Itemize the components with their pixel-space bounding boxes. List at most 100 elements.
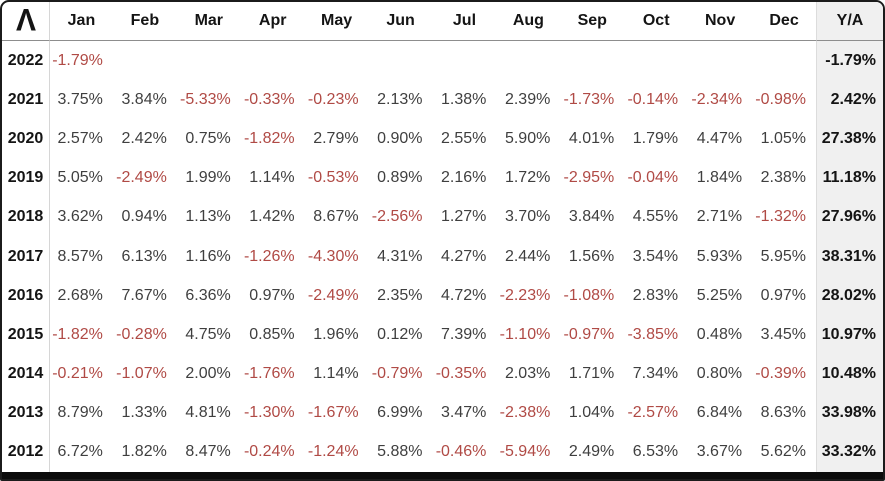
value-cell: -1.73% xyxy=(563,90,615,108)
value-cell: -0.24% xyxy=(243,443,295,461)
value-cell: 1.99% xyxy=(185,169,231,187)
column-header-dec: Dec xyxy=(752,2,816,42)
lambda-logo-icon: Λ xyxy=(15,3,36,38)
value-cell: 0.80% xyxy=(696,365,743,383)
value-cell: 2.68% xyxy=(49,276,113,316)
value-cell: -1.30% xyxy=(243,404,295,422)
ytd-total-cell: 28.02% xyxy=(816,276,883,316)
column-header-sep: Sep xyxy=(560,2,625,42)
value-cell: 5.05% xyxy=(49,158,113,198)
value-cell: 2.44% xyxy=(504,247,551,265)
column-header-ya: Y/A xyxy=(816,2,883,42)
value-cell: 8.79% xyxy=(49,393,113,433)
value-cell: 8.67% xyxy=(313,208,359,226)
value-cell: 0.75% xyxy=(185,130,231,148)
bottom-divider-bar xyxy=(2,472,883,479)
column-header-apr: Apr xyxy=(240,2,305,42)
value-cell: 2.38% xyxy=(760,169,806,187)
value-cell: 4.72% xyxy=(441,286,487,304)
value-cell xyxy=(496,41,560,80)
value-cell: 1.14% xyxy=(313,365,359,383)
ytd-total-cell: -1.79% xyxy=(816,41,883,81)
value-cell: 2.42% xyxy=(121,130,167,148)
value-cell: -1.10% xyxy=(499,325,551,343)
ytd-total-cell: 33.98% xyxy=(816,393,883,433)
value-cell: 6.13% xyxy=(121,247,167,265)
value-cell: 1.82% xyxy=(121,443,167,461)
value-cell xyxy=(113,41,177,80)
value-cell: 2.49% xyxy=(568,443,615,461)
value-cell: 2.39% xyxy=(504,90,551,108)
value-cell: -0.21% xyxy=(49,354,113,394)
value-cell: -2.23% xyxy=(499,286,551,304)
value-cell: 7.67% xyxy=(121,286,167,304)
value-cell: 5.25% xyxy=(696,286,743,304)
value-cell: 4.81% xyxy=(185,404,231,422)
value-cell: -2.57% xyxy=(627,404,679,422)
value-cell: 3.84% xyxy=(121,90,167,108)
value-cell: 0.97% xyxy=(760,286,806,304)
value-cell: 5.62% xyxy=(760,443,806,461)
value-cell: 8.63% xyxy=(760,404,806,422)
ytd-total-cell: 10.97% xyxy=(816,315,883,355)
value-cell xyxy=(241,41,305,80)
value-cell: -0.53% xyxy=(307,169,359,187)
value-cell: 1.27% xyxy=(441,208,487,226)
value-cell: 3.47% xyxy=(441,404,487,422)
value-cell: 3.84% xyxy=(568,208,615,226)
value-cell: 4.31% xyxy=(377,247,423,265)
value-cell: -5.94% xyxy=(499,443,551,461)
value-cell: 2.79% xyxy=(313,130,359,148)
year-cell: 2021 xyxy=(7,90,44,108)
value-cell xyxy=(560,41,624,80)
column-header-feb: Feb xyxy=(112,2,177,42)
value-cell: -0.79% xyxy=(371,365,423,383)
value-cell: 1.05% xyxy=(760,130,806,148)
value-cell: -2.95% xyxy=(563,169,615,187)
value-cell: 3.75% xyxy=(49,80,113,120)
value-cell: 0.94% xyxy=(121,208,167,226)
value-cell: 5.93% xyxy=(696,247,743,265)
value-cell: 6.72% xyxy=(49,432,113,472)
value-cell: -3.85% xyxy=(627,325,679,343)
ytd-total-cell: 2.42% xyxy=(816,80,883,120)
column-header-jun: Jun xyxy=(368,2,433,42)
value-cell: 2.00% xyxy=(185,365,231,383)
value-cell: -1.76% xyxy=(243,365,295,383)
value-cell: -1.67% xyxy=(307,404,359,422)
value-cell: -2.49% xyxy=(116,169,167,187)
value-cell xyxy=(177,41,241,80)
value-cell: 2.55% xyxy=(441,130,487,148)
column-header-oct: Oct xyxy=(624,2,689,42)
value-cell: 8.57% xyxy=(49,237,113,277)
value-cell: 4.27% xyxy=(441,247,487,265)
value-cell: 1.42% xyxy=(249,208,295,226)
value-cell xyxy=(369,41,433,80)
year-cell: 2018 xyxy=(7,208,44,226)
year-cell: 2017 xyxy=(7,247,44,265)
value-cell: -0.97% xyxy=(563,325,615,343)
value-cell: 1.14% xyxy=(249,169,295,187)
value-cell: 0.48% xyxy=(696,325,743,343)
value-cell: -1.82% xyxy=(243,130,295,148)
value-cell: 1.79% xyxy=(632,130,679,148)
ytd-total-cell: 10.48% xyxy=(816,354,883,394)
column-header-may: May xyxy=(304,2,369,42)
value-cell: -0.04% xyxy=(627,169,679,187)
column-header-mar: Mar xyxy=(176,2,241,42)
value-cell: -1.24% xyxy=(307,443,359,461)
column-header-jul: Jul xyxy=(432,2,497,42)
value-cell: 1.16% xyxy=(185,247,231,265)
value-cell: 2.57% xyxy=(49,119,113,159)
value-cell: 4.75% xyxy=(185,325,231,343)
value-cell: -1.79% xyxy=(49,41,113,81)
value-cell: -1.07% xyxy=(116,365,167,383)
value-cell: 6.84% xyxy=(696,404,743,422)
value-cell: 5.90% xyxy=(504,130,551,148)
year-cell: 2015 xyxy=(7,325,44,343)
value-cell: 6.99% xyxy=(377,404,423,422)
value-cell xyxy=(305,41,369,80)
value-cell: -5.33% xyxy=(180,90,231,108)
value-cell: 0.89% xyxy=(377,169,423,187)
value-cell: 5.95% xyxy=(760,247,806,265)
